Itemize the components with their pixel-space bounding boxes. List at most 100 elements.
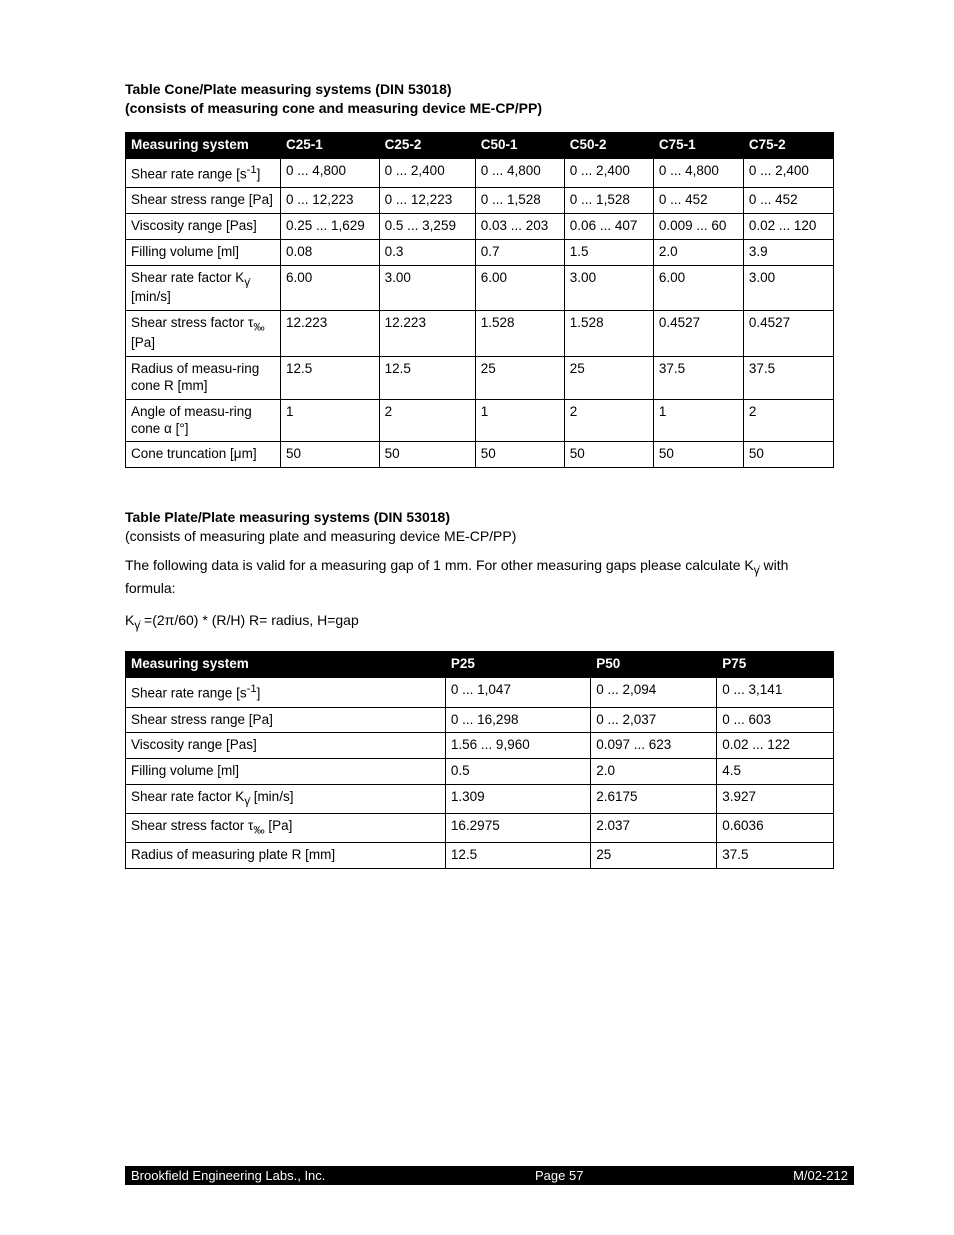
- table1-row: Shear rate factor Kγ̇ [min/s]6.003.006.0…: [126, 265, 834, 311]
- table2-cell: 0 ... 1,047: [445, 678, 590, 707]
- table1-cell: 0.4527: [743, 311, 833, 357]
- table1-cell: 0 ... 12,223: [280, 188, 379, 214]
- table2-cell: 0 ... 2,094: [591, 678, 717, 707]
- table2-cell: 37.5: [717, 842, 834, 868]
- table1-cell: 3.00: [743, 265, 833, 311]
- table2-cell: 0.5: [445, 759, 590, 785]
- footer-center: Page 57: [535, 1168, 583, 1183]
- section2-title-bold: Table Plate/Plate measuring systems (DIN…: [125, 509, 450, 525]
- cone-plate-table: Measuring systemC25-1C25-2C50-1C50-2C75-…: [125, 132, 834, 469]
- table1-row-label: Cone truncation [μm]: [126, 442, 281, 468]
- table1-cell: 12.223: [379, 311, 475, 357]
- table1-col-5: C75-1: [653, 132, 743, 158]
- table1-cell: 12.223: [280, 311, 379, 357]
- table1-cell: 50: [475, 442, 564, 468]
- table1-row-label: Shear stress range [Pa]: [126, 188, 281, 214]
- section1-title-line2: (consists of measuring cone and measurin…: [125, 100, 542, 116]
- table1-cell: 0.4527: [653, 311, 743, 357]
- section1-title-line1: Table Cone/Plate measuring systems (DIN …: [125, 81, 452, 97]
- table1-cell: 37.5: [743, 356, 833, 399]
- table2-cell: 4.5: [717, 759, 834, 785]
- table1-cell: 0 ... 2,400: [743, 158, 833, 187]
- table1-col-3: C50-1: [475, 132, 564, 158]
- table1-cell: 6.00: [280, 265, 379, 311]
- table1-cell: 50: [743, 442, 833, 468]
- table1-col-0: Measuring system: [126, 132, 281, 158]
- table2-cell: 0.097 ... 623: [591, 733, 717, 759]
- section2-formula: Kγ̇ =(2π/60) * (R/H) R= radius, H=gap: [125, 612, 834, 632]
- table2-cell: 12.5: [445, 842, 590, 868]
- table2-col-0: Measuring system: [126, 652, 446, 678]
- table1-cell: 0 ... 2,400: [379, 158, 475, 187]
- table1-cell: 0.02 ... 120: [743, 213, 833, 239]
- table2-cell: 0.6036: [717, 813, 834, 842]
- table1-cell: 1.528: [564, 311, 653, 357]
- page: Table Cone/Plate measuring systems (DIN …: [0, 0, 954, 1235]
- table1-row-label: Shear rate range [s-1]: [126, 158, 281, 187]
- table1-row-label: Angle of measu-ring cone α [°]: [126, 399, 281, 442]
- table2-header-row: Measuring systemP25P50P75: [126, 652, 834, 678]
- section2-intro: The following data is valid for a measur…: [125, 556, 834, 597]
- section1-title: Table Cone/Plate measuring systems (DIN …: [125, 80, 834, 118]
- table1-col-6: C75-2: [743, 132, 833, 158]
- table1-cell: 25: [564, 356, 653, 399]
- table2-cell: 2.037: [591, 813, 717, 842]
- table1-cell: 25: [475, 356, 564, 399]
- table1-cell: 50: [564, 442, 653, 468]
- table2-cell: 0 ... 3,141: [717, 678, 834, 707]
- table1-cell: 1.528: [475, 311, 564, 357]
- table2-row-label: Filling volume [ml]: [126, 759, 446, 785]
- table1-cell: 12.5: [280, 356, 379, 399]
- table1-row-label: Shear rate factor Kγ̇ [min/s]: [126, 265, 281, 311]
- table1-cell: 2: [379, 399, 475, 442]
- table1-row: Filling volume [ml]0.080.30.71.52.03.9: [126, 239, 834, 265]
- table1-cell: 0.06 ... 407: [564, 213, 653, 239]
- table1-header-row: Measuring systemC25-1C25-2C50-1C50-2C75-…: [126, 132, 834, 158]
- table2-row-label: Shear stress factor τ‰ [Pa]: [126, 813, 446, 842]
- table2-row: Radius of measuring plate R [mm]12.52537…: [126, 842, 834, 868]
- table1-cell: 0.009 ... 60: [653, 213, 743, 239]
- table1-cell: 0 ... 2,400: [564, 158, 653, 187]
- table1-cell: 0 ... 452: [653, 188, 743, 214]
- table2-row-label: Viscosity range [Pas]: [126, 733, 446, 759]
- table1-cell: 0 ... 4,800: [653, 158, 743, 187]
- table1-body: Shear rate range [s-1]0 ... 4,8000 ... 2…: [126, 158, 834, 468]
- table1-col-1: C25-1: [280, 132, 379, 158]
- table1-cell: 6.00: [475, 265, 564, 311]
- table2-body: Shear rate range [s-1]0 ... 1,0470 ... 2…: [126, 678, 834, 868]
- table1-row-label: Viscosity range [Pas]: [126, 213, 281, 239]
- table1-cell: 1: [280, 399, 379, 442]
- table1-cell: 50: [280, 442, 379, 468]
- table2-cell: 0 ... 16,298: [445, 707, 590, 733]
- table1-cell: 0.03 ... 203: [475, 213, 564, 239]
- table1-cell: 0.3: [379, 239, 475, 265]
- table1-cell: 0.25 ... 1,629: [280, 213, 379, 239]
- table1-cell: 1: [475, 399, 564, 442]
- table1-cell: 37.5: [653, 356, 743, 399]
- table1-row: Radius of measu-ring cone R [mm]12.512.5…: [126, 356, 834, 399]
- footer-bar: Brookfield Engineering Labs., Inc. Page …: [125, 1166, 854, 1185]
- table1-cell: 2: [743, 399, 833, 442]
- table2-row-label: Radius of measuring plate R [mm]: [126, 842, 446, 868]
- table2-cell: 0 ... 2,037: [591, 707, 717, 733]
- table1-row: Angle of measu-ring cone α [°]121212: [126, 399, 834, 442]
- table1-row-label: Radius of measu-ring cone R [mm]: [126, 356, 281, 399]
- table1-cell: 50: [379, 442, 475, 468]
- table2-row: Filling volume [ml]0.52.04.5: [126, 759, 834, 785]
- table2-col-2: P50: [591, 652, 717, 678]
- table1-cell: 1: [653, 399, 743, 442]
- section2-title-plain: (consists of measuring plate and measuri…: [125, 528, 516, 544]
- table1-cell: 1.5: [564, 239, 653, 265]
- table2-cell: 0.02 ... 122: [717, 733, 834, 759]
- table2-cell: 0 ... 603: [717, 707, 834, 733]
- table2-row: Shear rate range [s-1]0 ... 1,0470 ... 2…: [126, 678, 834, 707]
- table2-row: Viscosity range [Pas]1.56 ... 9,9600.097…: [126, 733, 834, 759]
- table1-row: Shear stress factor τ‰ [Pa]12.22312.2231…: [126, 311, 834, 357]
- table1-row: Shear rate range [s-1]0 ... 4,8000 ... 2…: [126, 158, 834, 187]
- table1-cell: 3.00: [379, 265, 475, 311]
- table2-row: Shear stress range [Pa]0 ... 16,2980 ...…: [126, 707, 834, 733]
- table1-cell: 0.7: [475, 239, 564, 265]
- table1-cell: 0 ... 4,800: [475, 158, 564, 187]
- table1-row-label: Filling volume [ml]: [126, 239, 281, 265]
- table1-cell: 2: [564, 399, 653, 442]
